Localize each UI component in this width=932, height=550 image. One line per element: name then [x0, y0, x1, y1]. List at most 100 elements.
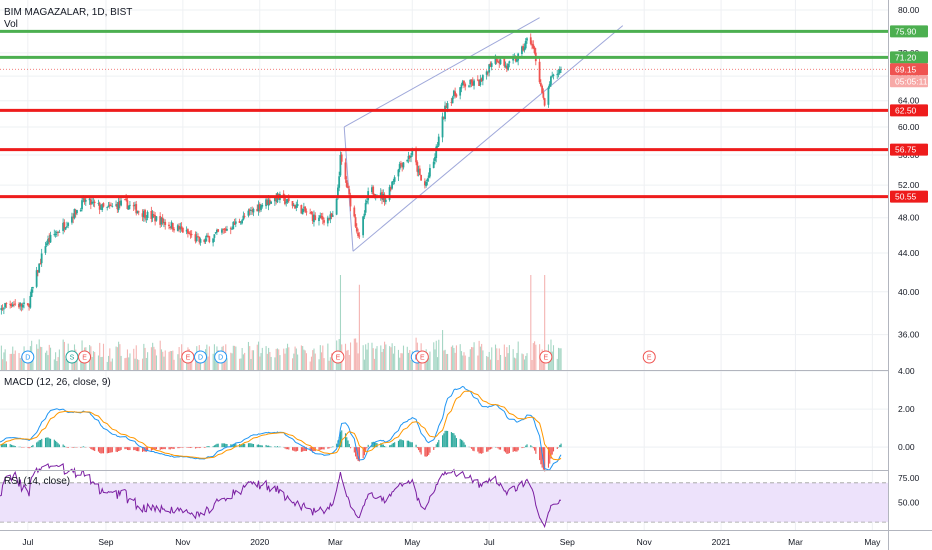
candle-body[interactable] — [11, 304, 14, 306]
candle-body[interactable] — [53, 234, 56, 236]
candle-body[interactable] — [470, 79, 473, 83]
candle-body[interactable] — [266, 200, 269, 205]
candle-body[interactable] — [552, 74, 555, 76]
time-axis[interactable]: Jul Sep Nov 2020 Mar May Jul Sep Nov 2021 Mar May — [22, 537, 881, 547]
candle-body[interactable] — [136, 211, 139, 214]
horizontal-levels[interactable] — [0, 29, 888, 199]
candle-body[interactable] — [181, 227, 184, 233]
candle-body[interactable] — [450, 101, 453, 103]
candle-body[interactable] — [481, 75, 484, 81]
candle-body[interactable] — [400, 163, 402, 165]
candle-body[interactable] — [296, 204, 299, 207]
candle-body[interactable] — [89, 199, 92, 205]
candle-body[interactable] — [532, 44, 535, 49]
event-marker[interactable] — [214, 350, 228, 364]
candle-body[interactable] — [79, 209, 82, 212]
candle-body[interactable] — [302, 206, 305, 208]
candle-body[interactable] — [551, 75, 554, 77]
candle-body[interactable] — [4, 303, 7, 308]
candle-body[interactable] — [164, 221, 167, 225]
candle-body[interactable] — [179, 226, 182, 230]
candle-body[interactable] — [100, 208, 102, 210]
candle-body[interactable] — [0, 307, 3, 311]
candle-body[interactable] — [180, 226, 183, 229]
candle-body[interactable] — [550, 76, 552, 85]
event-marker[interactable] — [65, 350, 79, 364]
candle-body[interactable] — [301, 208, 304, 215]
candle-body[interactable] — [556, 74, 559, 76]
candle-body[interactable] — [127, 205, 130, 210]
candle-body[interactable] — [469, 79, 472, 85]
candle-body[interactable] — [204, 238, 207, 242]
candle-body[interactable] — [252, 209, 255, 213]
candle-body[interactable] — [222, 229, 225, 230]
candle-body[interactable] — [36, 270, 39, 273]
candle-body[interactable] — [326, 217, 329, 224]
candle-body[interactable] — [300, 205, 303, 214]
candle-body[interactable] — [442, 117, 445, 118]
candle-body[interactable] — [84, 200, 87, 202]
candle-body[interactable] — [460, 84, 463, 89]
candle-body[interactable] — [134, 204, 136, 206]
candle-body[interactable] — [468, 85, 470, 87]
candle-body[interactable] — [318, 217, 320, 221]
candle-body[interactable] — [251, 210, 254, 212]
candle-body[interactable] — [28, 304, 30, 307]
candle-body[interactable] — [91, 201, 94, 204]
candle-body[interactable] — [155, 216, 158, 221]
candle-body[interactable] — [435, 146, 438, 158]
candle-body[interactable] — [152, 214, 155, 217]
candle-body[interactable] — [383, 194, 386, 203]
candle-body[interactable] — [339, 155, 342, 176]
candle-body[interactable] — [123, 199, 126, 201]
candle-body[interactable] — [330, 213, 333, 218]
candle-body[interactable] — [226, 229, 228, 231]
candle-body[interactable] — [199, 239, 202, 243]
candle-body[interactable] — [93, 201, 96, 204]
candle-body[interactable] — [151, 213, 154, 219]
candle-body[interactable] — [365, 200, 368, 203]
candle-body[interactable] — [9, 303, 12, 305]
candle-body[interactable] — [434, 157, 436, 161]
candle-body[interactable] — [160, 217, 163, 225]
candle-body[interactable] — [454, 91, 457, 95]
candle-body[interactable] — [411, 150, 414, 156]
candle-body[interactable] — [257, 204, 260, 212]
candle-body[interactable] — [531, 43, 533, 46]
candle-body[interactable] — [503, 58, 506, 66]
candle-body[interactable] — [285, 202, 288, 204]
candle-body[interactable] — [111, 205, 114, 207]
candle-body[interactable] — [232, 222, 235, 230]
candle-body[interactable] — [488, 64, 491, 73]
candle-body[interactable] — [392, 180, 395, 182]
candle-body[interactable] — [522, 46, 525, 51]
candle-body[interactable] — [275, 196, 278, 202]
candle-body[interactable] — [5, 303, 8, 305]
candle-body[interactable] — [379, 192, 382, 197]
candle-body[interactable] — [426, 178, 429, 181]
candle-body[interactable] — [120, 200, 122, 206]
candle-body[interactable] — [145, 218, 148, 220]
candle-body[interactable] — [320, 215, 323, 218]
rsi-pane[interactable] — [0, 463, 562, 529]
candle-body[interactable] — [26, 303, 29, 306]
candle-body[interactable] — [65, 226, 68, 228]
candle-body[interactable] — [497, 61, 499, 63]
candle-body[interactable] — [118, 200, 121, 205]
candle-body[interactable] — [146, 211, 149, 218]
candle-body[interactable] — [98, 202, 101, 210]
candle-body[interactable] — [229, 228, 232, 230]
candle-body[interactable] — [29, 295, 32, 308]
candle-body[interactable] — [242, 215, 245, 220]
candle-body[interactable] — [115, 204, 117, 206]
candle-body[interactable] — [273, 197, 276, 202]
candle-body[interactable] — [494, 55, 497, 64]
candle-body[interactable] — [452, 90, 455, 97]
candle-body[interactable] — [54, 233, 57, 236]
candle-body[interactable] — [168, 224, 170, 227]
candle-body[interactable] — [489, 63, 492, 67]
candle-body[interactable] — [294, 204, 296, 209]
candle-body[interactable] — [102, 203, 105, 207]
candle-body[interactable] — [319, 215, 322, 219]
candle-body[interactable] — [39, 263, 42, 265]
